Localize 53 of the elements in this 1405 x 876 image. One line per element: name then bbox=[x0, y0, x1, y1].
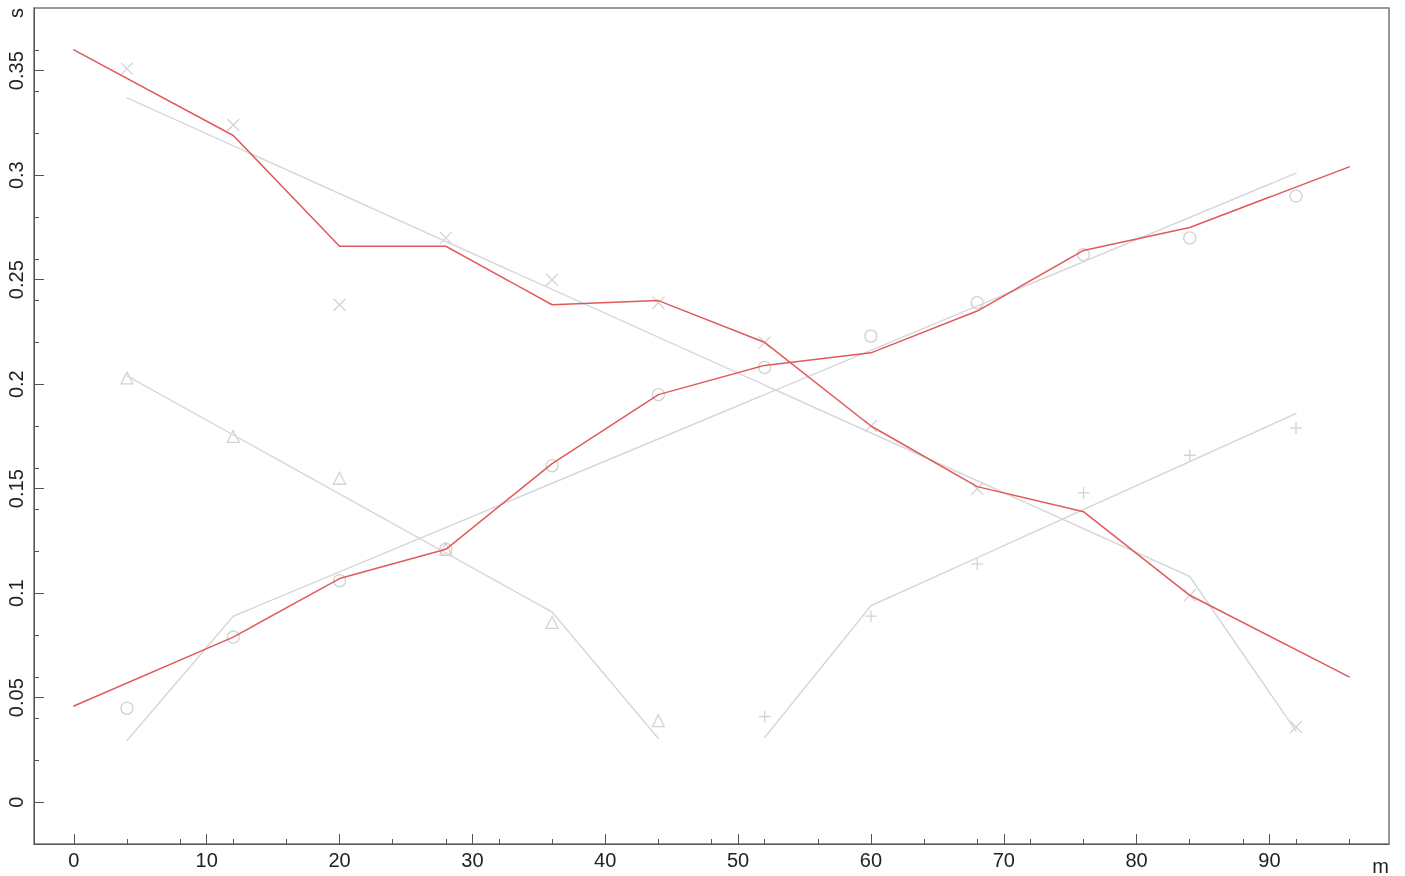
point bbox=[864, 609, 878, 623]
point bbox=[1183, 231, 1197, 245]
x-tick-label: 70 bbox=[992, 849, 1015, 871]
point bbox=[439, 231, 453, 245]
point bbox=[1289, 189, 1303, 203]
x-tick-label: 20 bbox=[328, 849, 351, 871]
x-tick-label: 40 bbox=[594, 849, 617, 871]
x-tick-label: 30 bbox=[461, 849, 484, 871]
point bbox=[226, 429, 240, 444]
point bbox=[120, 701, 134, 715]
x-tick-label: 50 bbox=[726, 849, 750, 871]
point bbox=[1183, 588, 1197, 602]
point bbox=[120, 61, 134, 76]
y-tick-label: 0.15 bbox=[5, 469, 27, 509]
y-axis-title: s bbox=[5, 8, 27, 18]
point bbox=[332, 298, 347, 312]
point bbox=[970, 557, 984, 571]
y-tick-label: 0.2 bbox=[5, 370, 27, 399]
y-tick-label: 0.25 bbox=[5, 260, 27, 300]
x-tick-label: 80 bbox=[1125, 849, 1148, 871]
point bbox=[120, 371, 134, 385]
x-tick-label: 0 bbox=[68, 849, 80, 871]
x-axis-title: m bbox=[1372, 855, 1389, 876]
point bbox=[1183, 448, 1197, 462]
point bbox=[332, 471, 347, 485]
point bbox=[545, 459, 559, 473]
y-tick-label: 0.05 bbox=[5, 678, 27, 718]
y-tick-label: 0 bbox=[5, 796, 27, 808]
point bbox=[651, 388, 666, 402]
point bbox=[545, 615, 559, 630]
point bbox=[864, 329, 878, 343]
point bbox=[970, 296, 984, 310]
point bbox=[332, 574, 347, 588]
point bbox=[226, 118, 240, 132]
point bbox=[1076, 247, 1091, 262]
point bbox=[757, 335, 772, 350]
point bbox=[651, 714, 666, 728]
y-tick-label: 0.3 bbox=[5, 161, 27, 190]
point bbox=[1076, 486, 1091, 500]
point bbox=[651, 296, 666, 310]
point bbox=[1289, 720, 1303, 734]
point bbox=[1289, 421, 1303, 435]
point bbox=[226, 630, 240, 644]
x-tick-label: 60 bbox=[859, 849, 883, 871]
point bbox=[757, 709, 772, 724]
point bbox=[864, 419, 878, 433]
x-tick-label: 10 bbox=[195, 849, 218, 871]
y-tick-label: 0.35 bbox=[5, 51, 27, 91]
x-tick-label: 90 bbox=[1258, 849, 1281, 871]
point bbox=[970, 482, 984, 496]
point bbox=[758, 360, 772, 375]
point bbox=[545, 273, 559, 287]
y-tick-label: 0.1 bbox=[5, 579, 27, 608]
